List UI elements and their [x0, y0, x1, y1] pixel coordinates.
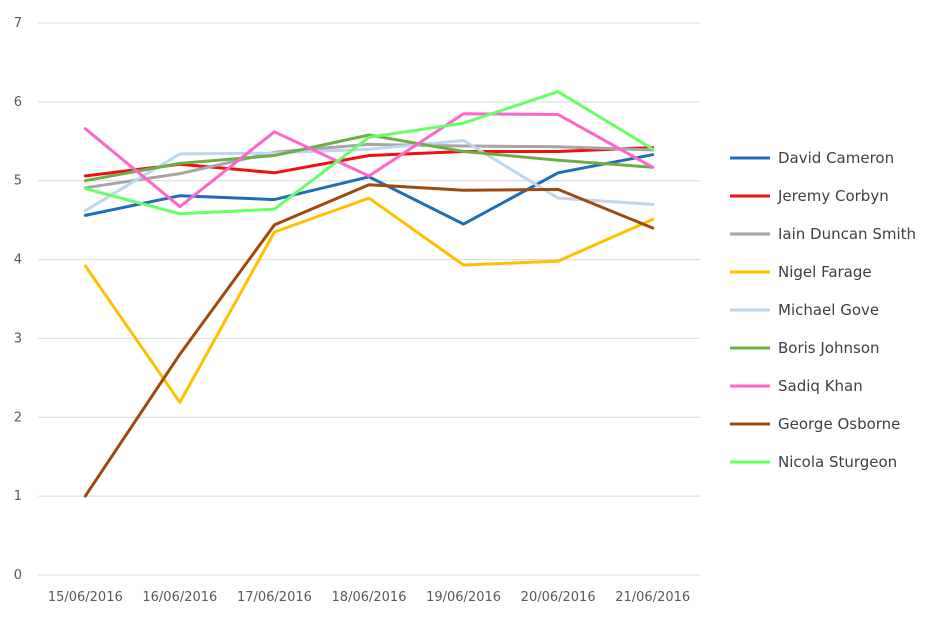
series-line-sadiq-khan: [83, 112, 655, 209]
y-tick-label: 4: [14, 253, 22, 268]
legend-label: Sadiq Khan: [778, 377, 863, 395]
series-line-boris-johnson: [83, 133, 655, 183]
legend: David Cameron Jeremy Corbyn Iain Duncan Sm…: [730, 149, 916, 471]
x-tick-label: 21/06/2016: [615, 590, 690, 605]
x-tick-label: 19/06/2016: [426, 590, 501, 605]
series-lines: [83, 90, 655, 498]
legend-label: Nigel Farage: [778, 263, 872, 281]
legend-label: Iain Duncan Smith: [778, 225, 916, 243]
x-axis-ticks: 15/06/2016 16/06/2016 17/06/2016 18/06/2016…: [48, 590, 690, 605]
series-line-nicola-sturgeon: [83, 90, 655, 216]
x-tick-label: 15/06/2016: [48, 590, 123, 605]
legend-label: George Osborne: [778, 415, 900, 433]
series-line-george-osborne: [83, 183, 655, 498]
legend-label: Michael Gove: [778, 301, 879, 319]
series-line-iain-duncan-smith: [83, 142, 655, 190]
y-tick-label: 0: [14, 568, 22, 583]
legend-label: Nicola Sturgeon: [778, 453, 897, 471]
x-tick-label: 17/06/2016: [237, 590, 312, 605]
grid-lines: [38, 22, 700, 576]
y-tick-label: 5: [14, 174, 22, 189]
x-tick-label: 16/06/2016: [142, 590, 217, 605]
x-tick-label: 20/06/2016: [521, 590, 596, 605]
x-tick-label: 18/06/2016: [332, 590, 407, 605]
legend-label: Jeremy Corbyn: [777, 187, 889, 205]
series-line-nigel-farage: [83, 196, 655, 404]
series-line-michael-gove: [83, 139, 655, 213]
y-tick-label: 1: [14, 489, 22, 504]
y-tick-label: 7: [14, 16, 22, 31]
legend-label: David Cameron: [778, 149, 894, 167]
y-tick-label: 6: [14, 95, 22, 110]
y-tick-label: 3: [14, 331, 22, 346]
y-axis-ticks: 0 1 2 3 4 5 6 7: [14, 16, 22, 583]
legend-label: Boris Johnson: [778, 339, 880, 357]
y-tick-label: 2: [14, 410, 22, 425]
